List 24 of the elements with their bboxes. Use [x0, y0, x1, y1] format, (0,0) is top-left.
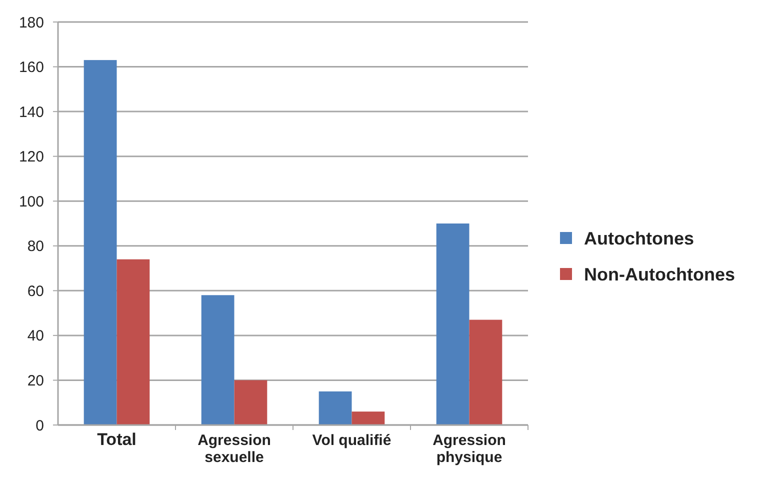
y-tick-label: 140 [18, 104, 44, 121]
y-tick-label: 40 [27, 328, 44, 345]
bar [436, 224, 470, 425]
bar [116, 259, 150, 425]
bar [352, 412, 385, 425]
x-tick-label: Vol qualifié [312, 432, 392, 449]
y-tick-label: 80 [27, 238, 44, 256]
y-tick-label: 120 [18, 148, 44, 166]
x-tick-label: Total [97, 430, 136, 449]
legend-label: Autochtones [584, 228, 694, 248]
y-tick-label: 100 [18, 193, 44, 210]
legend-label: Non-Autochtones [584, 264, 735, 284]
y-tick-label: 0 [36, 417, 44, 434]
bar [201, 295, 234, 425]
bar [469, 320, 502, 425]
y-tick-label: 20 [27, 372, 44, 390]
x-tick-label: Agression physique [432, 432, 506, 466]
y-tick-label: 160 [18, 59, 44, 76]
bar [84, 60, 117, 425]
y-tick-label: 180 [18, 14, 44, 32]
bar [234, 380, 268, 425]
y-tick-label: 60 [27, 282, 44, 300]
x-tick-label: Agression sexuelle [198, 432, 271, 466]
bar [318, 391, 352, 425]
